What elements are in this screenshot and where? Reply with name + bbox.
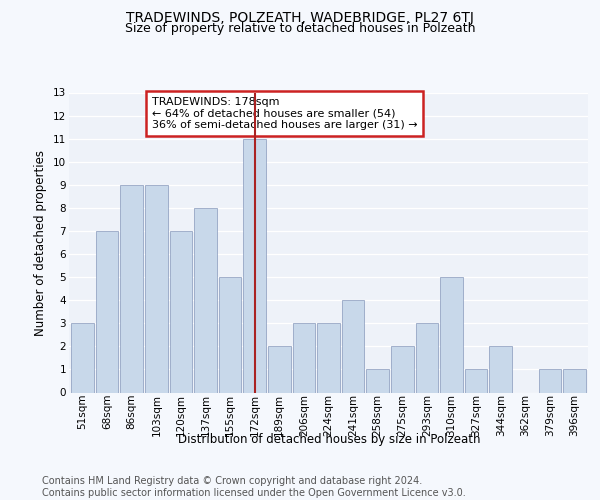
Bar <box>490 346 512 393</box>
Bar <box>219 277 241 392</box>
Bar <box>317 324 340 392</box>
Text: Size of property relative to detached houses in Polzeath: Size of property relative to detached ho… <box>125 22 475 35</box>
Bar <box>71 324 94 392</box>
Bar <box>367 370 389 392</box>
Bar <box>244 138 266 392</box>
Bar <box>293 324 315 392</box>
Bar <box>342 300 364 392</box>
Bar <box>539 370 561 392</box>
Bar <box>391 346 413 393</box>
Bar <box>194 208 217 392</box>
Bar <box>96 231 118 392</box>
Bar <box>121 185 143 392</box>
Bar <box>563 370 586 392</box>
Text: Contains HM Land Registry data © Crown copyright and database right 2024.
Contai: Contains HM Land Registry data © Crown c… <box>42 476 466 498</box>
Bar <box>170 231 192 392</box>
Text: TRADEWINDS, POLZEATH, WADEBRIDGE, PL27 6TJ: TRADEWINDS, POLZEATH, WADEBRIDGE, PL27 6… <box>126 11 474 25</box>
Y-axis label: Number of detached properties: Number of detached properties <box>34 150 47 336</box>
Text: Distribution of detached houses by size in Polzeath: Distribution of detached houses by size … <box>178 432 480 446</box>
Bar <box>416 324 438 392</box>
Text: TRADEWINDS: 178sqm
← 64% of detached houses are smaller (54)
36% of semi-detache: TRADEWINDS: 178sqm ← 64% of detached hou… <box>152 97 418 130</box>
Bar <box>268 346 290 393</box>
Bar <box>465 370 487 392</box>
Bar <box>145 185 167 392</box>
Bar <box>440 277 463 392</box>
